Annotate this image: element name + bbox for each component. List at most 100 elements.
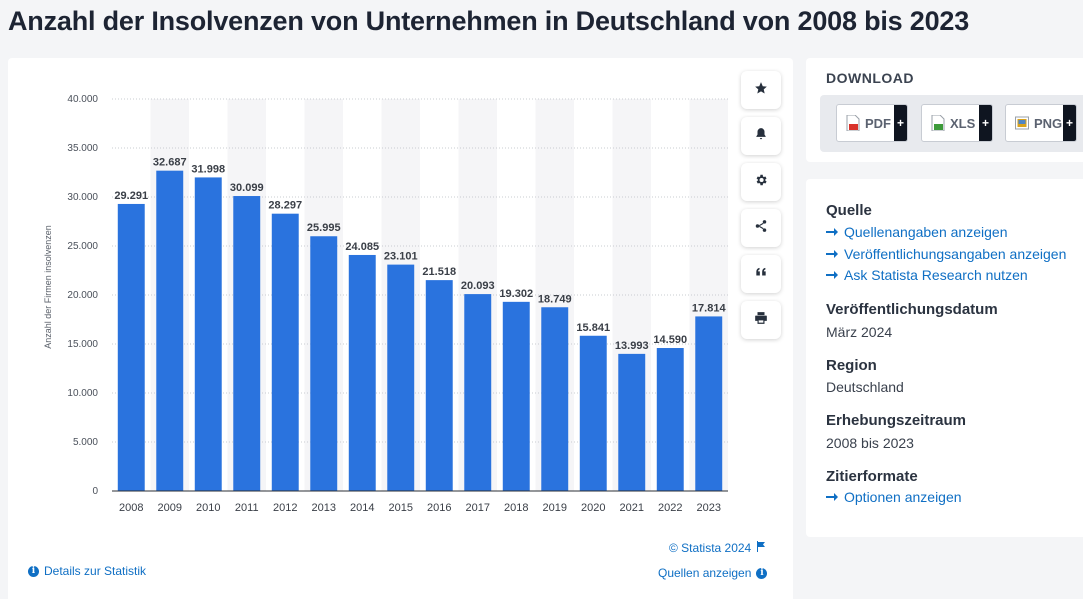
chart-toolbar bbox=[741, 71, 781, 347]
bar bbox=[348, 254, 376, 491]
data-label: 32.687 bbox=[153, 157, 187, 169]
pdf-file-icon bbox=[846, 115, 860, 131]
data-label: 21.518 bbox=[422, 266, 456, 278]
bar bbox=[695, 316, 723, 491]
bar bbox=[425, 280, 453, 491]
cite-title: Zitierformate bbox=[826, 468, 918, 485]
bar bbox=[156, 170, 184, 491]
cite-options-link[interactable]: Optionen anzeigen bbox=[826, 489, 962, 505]
data-label: 23.101 bbox=[384, 251, 418, 263]
cite-options-label: Optionen anzeigen bbox=[844, 489, 962, 505]
x-tick-label: 2023 bbox=[697, 502, 721, 514]
download-pdf-button[interactable]: PDF + bbox=[836, 104, 908, 142]
settings-button[interactable] bbox=[741, 163, 781, 201]
bar bbox=[541, 307, 569, 491]
bar bbox=[618, 353, 646, 491]
source-link-references[interactable]: Quellenangaben anzeigen bbox=[826, 224, 1007, 240]
download-png-button[interactable]: PNG + bbox=[1005, 104, 1077, 142]
bar bbox=[579, 335, 607, 491]
region-title: Region bbox=[826, 357, 877, 374]
y-axis-label: Anzahl der Firmen insolvenzen bbox=[43, 225, 53, 349]
copyright-text: © Statista 2024 bbox=[669, 541, 752, 555]
x-tick-label: 2008 bbox=[119, 502, 143, 514]
cite-button[interactable] bbox=[741, 255, 781, 293]
share-icon bbox=[754, 219, 768, 238]
x-tick-label: 2015 bbox=[389, 502, 413, 514]
quote-icon bbox=[754, 265, 768, 284]
x-tick-label: 2018 bbox=[504, 502, 528, 514]
arrow-right-icon bbox=[826, 227, 838, 237]
x-tick-label: 2010 bbox=[196, 502, 220, 514]
source-title: Quelle bbox=[826, 202, 872, 219]
source-link-label: Quellenangaben anzeigen bbox=[844, 224, 1008, 240]
data-label: 20.093 bbox=[461, 280, 495, 292]
data-label: 14.590 bbox=[653, 334, 687, 346]
data-label: 29.291 bbox=[114, 190, 148, 202]
sources-link[interactable]: Quellen anzeigen i bbox=[658, 566, 768, 580]
download-xls-button[interactable]: XLS + bbox=[921, 104, 993, 142]
bar bbox=[502, 301, 530, 491]
x-tick-label: 2009 bbox=[158, 502, 182, 514]
details-link[interactable]: i Details zur Statistik bbox=[28, 564, 146, 578]
bar-chart: 0 5.000 10.000 15.000 20.000 25.000 30.000 35.0… bbox=[43, 94, 728, 514]
plus-icon: + bbox=[1063, 105, 1076, 141]
pub-date-title: Veröffentlichungsdatum bbox=[826, 301, 998, 318]
share-button[interactable] bbox=[741, 209, 781, 247]
x-tick-label: 2022 bbox=[658, 502, 682, 514]
y-tick-label: 35.000 bbox=[67, 143, 98, 154]
y-tick-label: 40.000 bbox=[67, 94, 98, 105]
png-file-icon bbox=[1015, 116, 1029, 130]
period-title: Erhebungszeitraum bbox=[826, 412, 967, 429]
arrow-right-icon bbox=[826, 492, 838, 502]
bell-icon bbox=[754, 127, 768, 146]
source-link-label: Ask Statista Research nutzen bbox=[844, 267, 1028, 283]
print-icon bbox=[754, 311, 768, 330]
print-button[interactable] bbox=[741, 301, 781, 339]
x-tick-label: 2021 bbox=[620, 502, 644, 514]
x-tick-label: 2012 bbox=[273, 502, 297, 514]
favorite-button[interactable] bbox=[741, 71, 781, 109]
bar bbox=[387, 264, 415, 491]
flag-icon bbox=[756, 541, 766, 555]
download-tray: PDF + XLS + PNG + bbox=[820, 95, 1083, 152]
pdf-label: PDF bbox=[865, 115, 891, 131]
bar bbox=[233, 196, 261, 492]
data-label: 24.085 bbox=[345, 241, 379, 253]
details-link-label: Details zur Statistik bbox=[44, 564, 147, 578]
bar bbox=[656, 348, 684, 491]
x-tick-label: 2014 bbox=[350, 502, 374, 514]
source-link-label: Veröffentlichungsangaben anzeigen bbox=[844, 246, 1067, 262]
y-tick-label: 25.000 bbox=[67, 241, 98, 252]
copyright-link[interactable]: © Statista 2024 bbox=[669, 541, 766, 555]
y-tick-label: 0 bbox=[92, 486, 98, 497]
data-label: 30.099 bbox=[230, 182, 264, 194]
info-icon: i bbox=[756, 567, 768, 579]
notification-button[interactable] bbox=[741, 117, 781, 155]
x-tick-label: 2017 bbox=[466, 502, 490, 514]
y-tick-label: 5.000 bbox=[73, 437, 98, 448]
bar bbox=[194, 177, 222, 491]
info-card: Quelle Quellenangaben anzeigen Veröffent… bbox=[806, 179, 1083, 537]
data-label: 28.297 bbox=[268, 200, 302, 212]
data-label: 19.302 bbox=[499, 288, 533, 300]
download-heading: DOWNLOAD bbox=[826, 70, 914, 86]
y-tick-label: 30.000 bbox=[67, 192, 98, 203]
source-link-research[interactable]: Ask Statista Research nutzen bbox=[826, 267, 1028, 283]
x-tick-label: 2013 bbox=[312, 502, 336, 514]
data-label: 18.749 bbox=[538, 293, 572, 305]
bar bbox=[464, 294, 492, 491]
source-link-publication[interactable]: Veröffentlichungsangaben anzeigen bbox=[826, 246, 1066, 262]
x-tick-label: 2016 bbox=[427, 502, 451, 514]
data-label: 15.841 bbox=[576, 322, 610, 334]
data-label: 25.995 bbox=[307, 222, 341, 234]
plus-icon: + bbox=[979, 105, 992, 141]
x-tick-label: 2011 bbox=[235, 502, 259, 514]
chart-card: 0 5.000 10.000 15.000 20.000 25.000 30.000 35.0… bbox=[8, 58, 793, 599]
arrow-right-icon bbox=[826, 270, 838, 280]
y-tick-label: 20.000 bbox=[67, 290, 98, 301]
x-tick-label: 2020 bbox=[581, 502, 605, 514]
info-icon: i bbox=[28, 565, 39, 577]
region-value: Deutschland bbox=[826, 379, 904, 395]
y-tick-label: 15.000 bbox=[67, 339, 98, 350]
plus-icon: + bbox=[894, 105, 907, 141]
